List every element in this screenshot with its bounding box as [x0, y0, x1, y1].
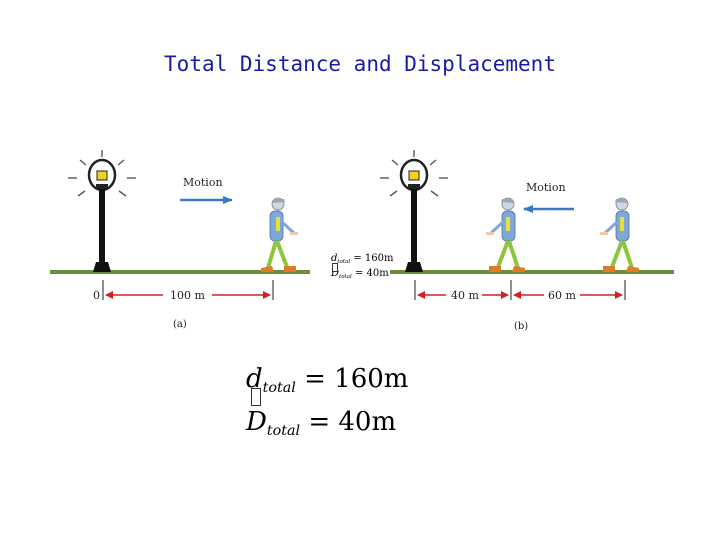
small-equation-distance: dtotal = 160m — [331, 253, 394, 265]
walking-person-icon — [486, 197, 525, 272]
missing-glyph-box — [251, 388, 261, 406]
origin-label: 0 — [93, 289, 100, 302]
panel-a: Motion 0 100 m (a) — [50, 150, 310, 330]
caption-b: (b) — [514, 321, 528, 332]
small-equation-block: dtotal = 160m Dtotal = 40m — [331, 253, 394, 283]
small-equation-displacement: Dtotal = 40m — [331, 267, 389, 280]
distance-label-b-left: 40 m — [451, 289, 479, 302]
equation-block: dtotal = 160m Dtotal = 40m — [246, 362, 408, 448]
street-lamp-icon — [68, 150, 136, 272]
equation-total-distance: dtotal = 160m — [246, 364, 409, 396]
ground-b — [390, 270, 674, 274]
ground-a — [50, 270, 310, 274]
panel-b: Motion 40 m 60 m (b) — [380, 150, 674, 332]
motion-label-a: Motion — [183, 176, 223, 189]
street-lamp-icon — [380, 150, 448, 272]
distance-label-b-right: 60 m — [548, 289, 576, 302]
motion-label-b: Motion — [526, 181, 566, 194]
equation-total-displacement: Dtotal = 40m — [246, 407, 397, 439]
distance-label-a: 100 m — [170, 289, 205, 302]
caption-a: (a) — [173, 319, 187, 330]
walking-person-icon — [600, 197, 639, 272]
page-title: Total Distance and Displacement — [164, 52, 556, 76]
walking-person-icon — [261, 197, 298, 272]
missing-glyph-box — [332, 263, 338, 272]
